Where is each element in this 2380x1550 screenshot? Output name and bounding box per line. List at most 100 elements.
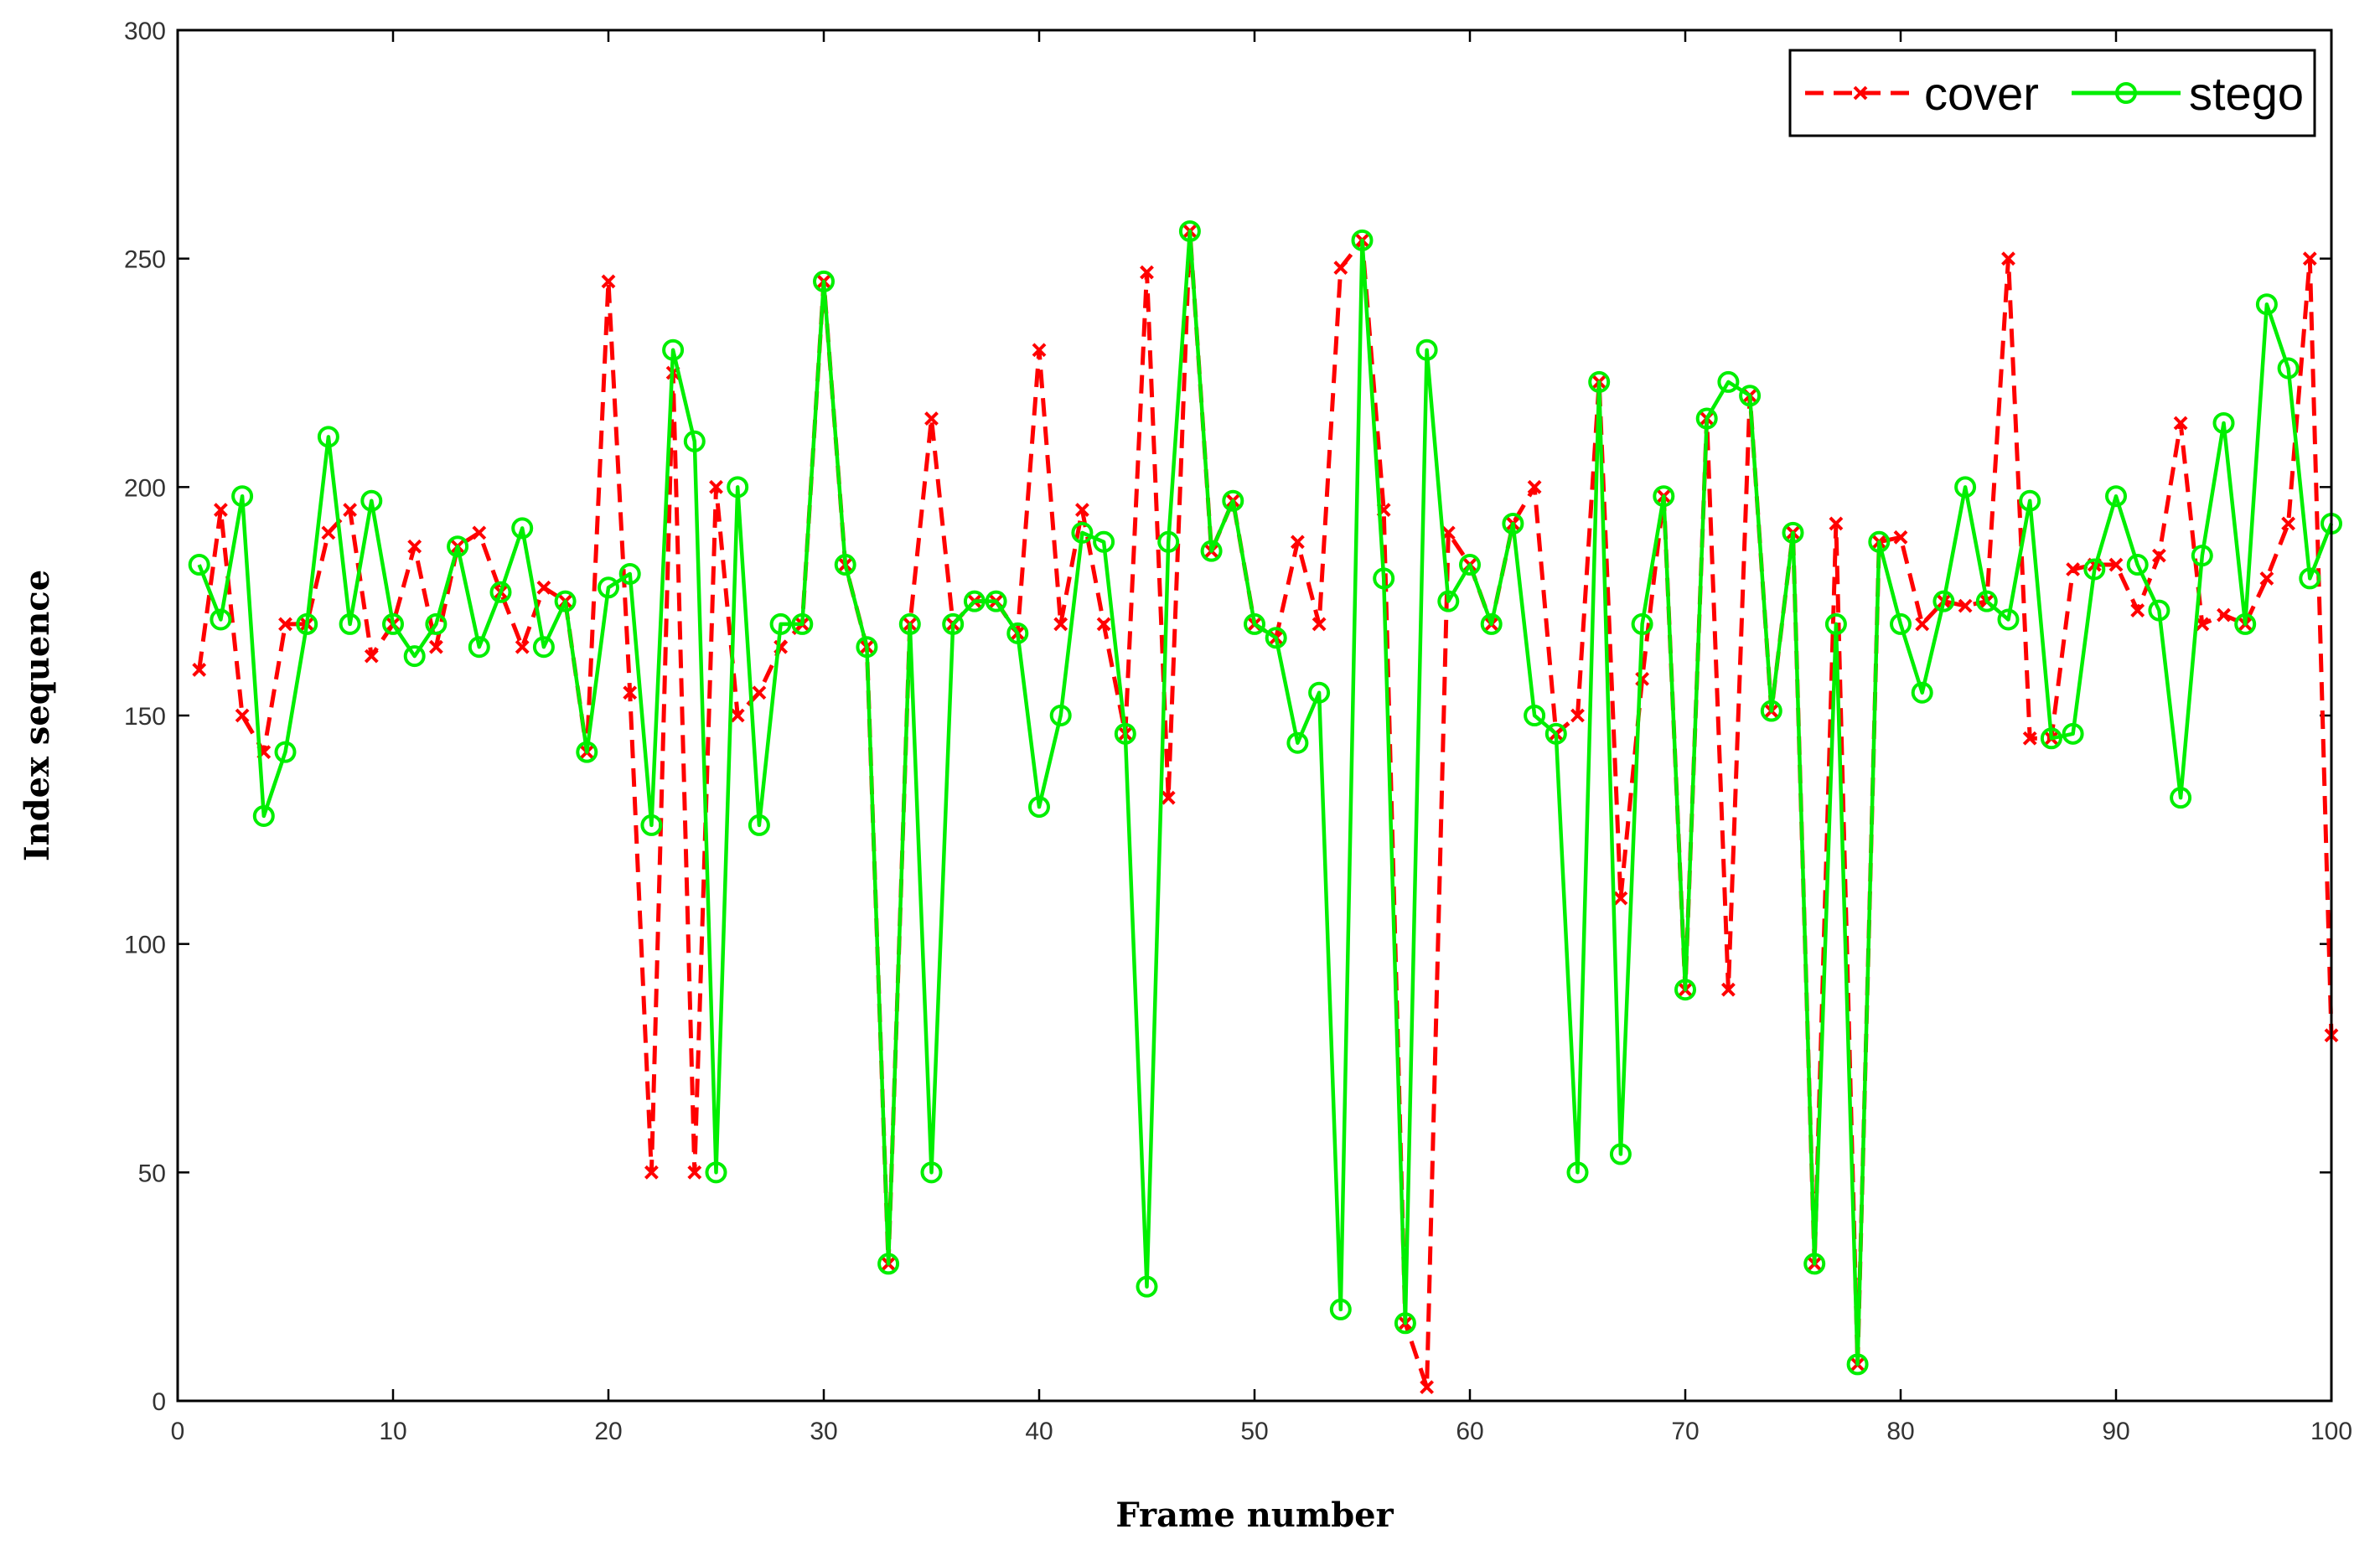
stego-point <box>1695 407 1718 430</box>
cover-point-stroke <box>2195 617 2210 632</box>
stego-point <box>1028 796 1050 819</box>
plot-frame <box>176 28 2333 1403</box>
stego-point <box>985 590 1007 612</box>
x-tick-label: 10 <box>379 1418 406 1445</box>
cover-point-stroke <box>536 580 551 595</box>
x-tick-label: 60 <box>1456 1418 1483 1445</box>
cover-point <box>1333 261 1348 275</box>
cover-point-stroke <box>1290 535 1305 550</box>
stego-point <box>447 535 469 558</box>
stego-point <box>339 612 361 635</box>
cover-point-stroke <box>1613 891 1628 906</box>
cover-point-stroke <box>1074 503 1089 518</box>
cover-point-stroke <box>1893 530 1908 545</box>
stego-point <box>1653 485 1675 508</box>
cover-point-stroke <box>1420 1380 1435 1395</box>
x-tick-label: 90 <box>2102 1418 2129 1445</box>
stego-point <box>1997 608 2020 631</box>
cover-point-stroke <box>1527 479 1542 494</box>
x-axis-label: Frame number <box>1115 1496 1394 1535</box>
cover-point <box>623 685 638 700</box>
stego-point <box>898 612 921 635</box>
cover-point <box>730 708 745 723</box>
stego-point <box>1911 681 1933 704</box>
legend-label-stego: stego <box>2189 67 2304 120</box>
stego-point <box>1760 700 1782 722</box>
stego-point <box>2255 293 2278 316</box>
stego-point <box>662 338 685 361</box>
y-tick-label: 150 <box>124 703 166 731</box>
cover-point <box>407 539 422 554</box>
stego-point <box>942 612 965 635</box>
y-tick-label: 100 <box>124 932 166 959</box>
stego-point <box>2062 722 2084 745</box>
cover-point <box>1312 617 1327 632</box>
cover-point <box>2066 562 2081 576</box>
stego-point <box>360 489 383 512</box>
cover-point <box>343 503 358 518</box>
stego-point <box>963 590 986 612</box>
stego-point <box>1157 530 1180 553</box>
cover-point-stroke <box>2302 251 2317 266</box>
stego-point <box>1286 731 1309 754</box>
stego-point <box>1373 567 1395 590</box>
cover-point <box>1613 891 1628 906</box>
cover-point-stroke <box>709 479 723 494</box>
cover-point-stroke <box>752 685 767 700</box>
stego-point <box>274 741 297 763</box>
cover-point-stroke <box>1312 617 1327 632</box>
cover-point <box>321 525 336 540</box>
stego-point <box>1244 612 1265 635</box>
cover-point <box>2217 607 2231 623</box>
cover-point <box>364 648 379 664</box>
y-tick-label: 300 <box>124 18 166 45</box>
stego-point <box>640 814 663 836</box>
stego-point <box>1890 612 1912 635</box>
cover-point <box>278 617 292 632</box>
cover-point-stroke <box>1032 343 1047 358</box>
cover-point <box>536 580 551 595</box>
cover-point-stroke <box>687 1165 702 1180</box>
axis-ticks: 0 10 20 30 40 50 60 70 80 90 100 0 50 100 150 200 250 300 <box>124 18 2352 1445</box>
stego-point <box>1674 979 1696 1001</box>
y-tick-label: 0 <box>152 1388 166 1416</box>
x-tick-label: 100 <box>2310 1418 2352 1445</box>
cover-point-stroke <box>2259 571 2274 586</box>
cover-point-stroke <box>235 708 250 723</box>
stego-point <box>1415 338 1438 361</box>
stego-point <box>1544 722 1567 745</box>
stego-point <box>727 476 749 499</box>
cover-point <box>1893 530 1908 545</box>
cover-point <box>2001 251 2015 266</box>
cover-point-stroke <box>1570 708 1585 723</box>
cover-point <box>1958 598 1973 613</box>
stego-point <box>1631 612 1653 635</box>
cover-point-stroke <box>2022 731 2037 746</box>
stego-point <box>1975 590 1998 612</box>
cover-point <box>2281 516 2296 531</box>
y-axis-label: Index sequence <box>18 570 57 861</box>
cover-point-stroke <box>623 685 638 700</box>
stego-point <box>403 645 426 668</box>
x-tick-label: 40 <box>1025 1418 1053 1445</box>
stego-point <box>1071 521 1094 544</box>
cover-point-stroke <box>1829 516 1844 531</box>
cover-point <box>213 503 228 518</box>
cover-point-stroke <box>601 274 616 289</box>
cover-point <box>2302 251 2317 266</box>
cover-point <box>1527 479 1542 494</box>
cover-point-stroke <box>1333 261 1348 275</box>
cover-point-stroke <box>321 525 336 540</box>
cover-point-stroke <box>364 648 379 664</box>
stego-point <box>1502 512 1524 535</box>
cover-point <box>1140 265 1154 280</box>
stego-point <box>1868 530 1891 553</box>
stego-point <box>748 814 770 836</box>
cover-point <box>2259 571 2274 586</box>
stego-point <box>1200 540 1223 562</box>
stego-point <box>920 1161 943 1184</box>
cover-point-stroke <box>192 663 207 677</box>
cover-point <box>472 525 487 540</box>
stego-point <box>511 517 534 540</box>
y-tick-label: 200 <box>124 474 166 502</box>
